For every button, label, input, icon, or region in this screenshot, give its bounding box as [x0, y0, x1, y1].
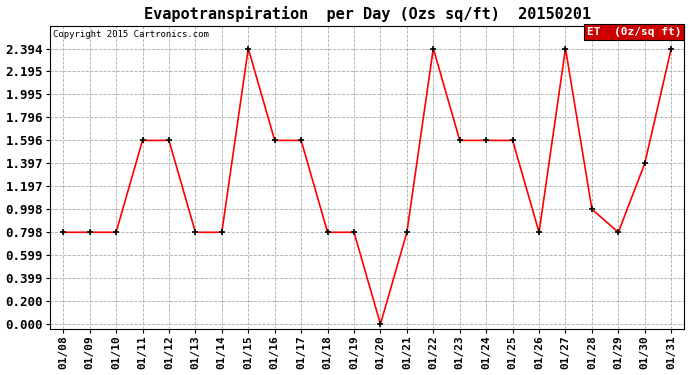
Text: Copyright 2015 Cartronics.com: Copyright 2015 Cartronics.com — [53, 30, 209, 39]
Text: ET  (0z/sq ft): ET (0z/sq ft) — [586, 27, 681, 37]
Title: Evapotranspiration  per Day (Ozs sq/ft)  20150201: Evapotranspiration per Day (Ozs sq/ft) 2… — [144, 6, 591, 21]
